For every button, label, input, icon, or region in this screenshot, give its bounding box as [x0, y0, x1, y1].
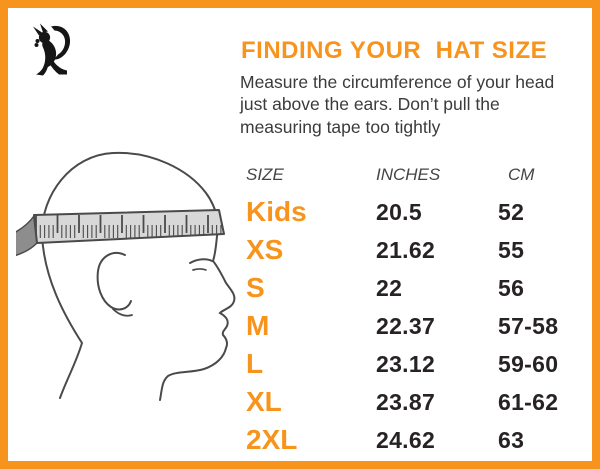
- table-row-s-size: S: [240, 269, 376, 307]
- page-title: FINDING YOUR HAT SIZE: [241, 37, 548, 64]
- table-row-xl-cm: 61-62: [498, 383, 592, 421]
- size-label: XL: [246, 386, 282, 417]
- size-label: M: [246, 310, 270, 341]
- inches-value: 22.37: [376, 312, 436, 339]
- eye-line: [192, 268, 207, 271]
- table-header-cm: CM: [508, 165, 535, 184]
- table-row-m-cm: 57-58: [498, 307, 592, 345]
- size-chart-table: SIZE INCHES CM Kids 20.5 52 XS 21.62 55 …: [240, 157, 592, 459]
- table-row-kids-cm: 52: [498, 193, 592, 231]
- table-row-kids-inches: 20.5: [376, 193, 498, 231]
- size-label: Kids: [246, 196, 307, 227]
- size-label: 2XL: [246, 424, 298, 455]
- size-label: L: [246, 348, 264, 379]
- table-row-l-inches: 23.12: [376, 345, 498, 383]
- eyebrow-line: [189, 258, 213, 264]
- table-row-xs-size: XS: [240, 231, 376, 269]
- table-row-s-cm: 56: [498, 269, 592, 307]
- size-label: XS: [246, 234, 284, 265]
- cm-value: 52: [498, 198, 525, 225]
- inches-value: 21.62: [376, 236, 436, 263]
- page-description: Measure the circumference of your head j…: [240, 72, 555, 137]
- cm-value: 63: [498, 426, 525, 453]
- cm-value: 61-62: [498, 388, 559, 415]
- table-row-m-size: M: [240, 307, 376, 345]
- inches-value: 23.12: [376, 350, 436, 377]
- table-row-xs-inches: 21.62: [376, 231, 498, 269]
- head-measuring-tape-illustration: [16, 151, 236, 401]
- table-row-l-cm: 59-60: [498, 345, 592, 383]
- table-row-m-inches: 22.37: [376, 307, 498, 345]
- table-row-xl-size: XL: [240, 383, 376, 421]
- table-row-s-inches: 22: [376, 269, 498, 307]
- table-row-xl-inches: 23.87: [376, 383, 498, 421]
- ear-outline: [96, 252, 132, 311]
- squirrel-logo-icon: [33, 23, 71, 76]
- inches-value: 23.87: [376, 388, 436, 415]
- earlobe-line: [112, 308, 133, 317]
- inches-value: 22: [376, 274, 403, 301]
- table-row-2xl-inches: 24.62: [376, 421, 498, 459]
- cm-value: 55: [498, 236, 525, 263]
- cm-value: 56: [498, 274, 525, 301]
- inches-value: 20.5: [376, 198, 422, 225]
- size-label: S: [246, 272, 265, 303]
- cm-value: 59-60: [498, 350, 559, 377]
- table-row-2xl-cm: 63: [498, 421, 592, 459]
- cm-value: 57-58: [498, 312, 559, 339]
- table-row-xs-cm: 55: [498, 231, 592, 269]
- table-row-l-size: L: [240, 345, 376, 383]
- table-header-inches: INCHES: [376, 165, 441, 184]
- head-outline: [40, 151, 236, 401]
- table-row-2xl-size: 2XL: [240, 421, 376, 459]
- table-row-kids-size: Kids: [240, 193, 376, 231]
- table-header-size: SIZE: [246, 165, 284, 184]
- inches-value: 24.62: [376, 426, 436, 453]
